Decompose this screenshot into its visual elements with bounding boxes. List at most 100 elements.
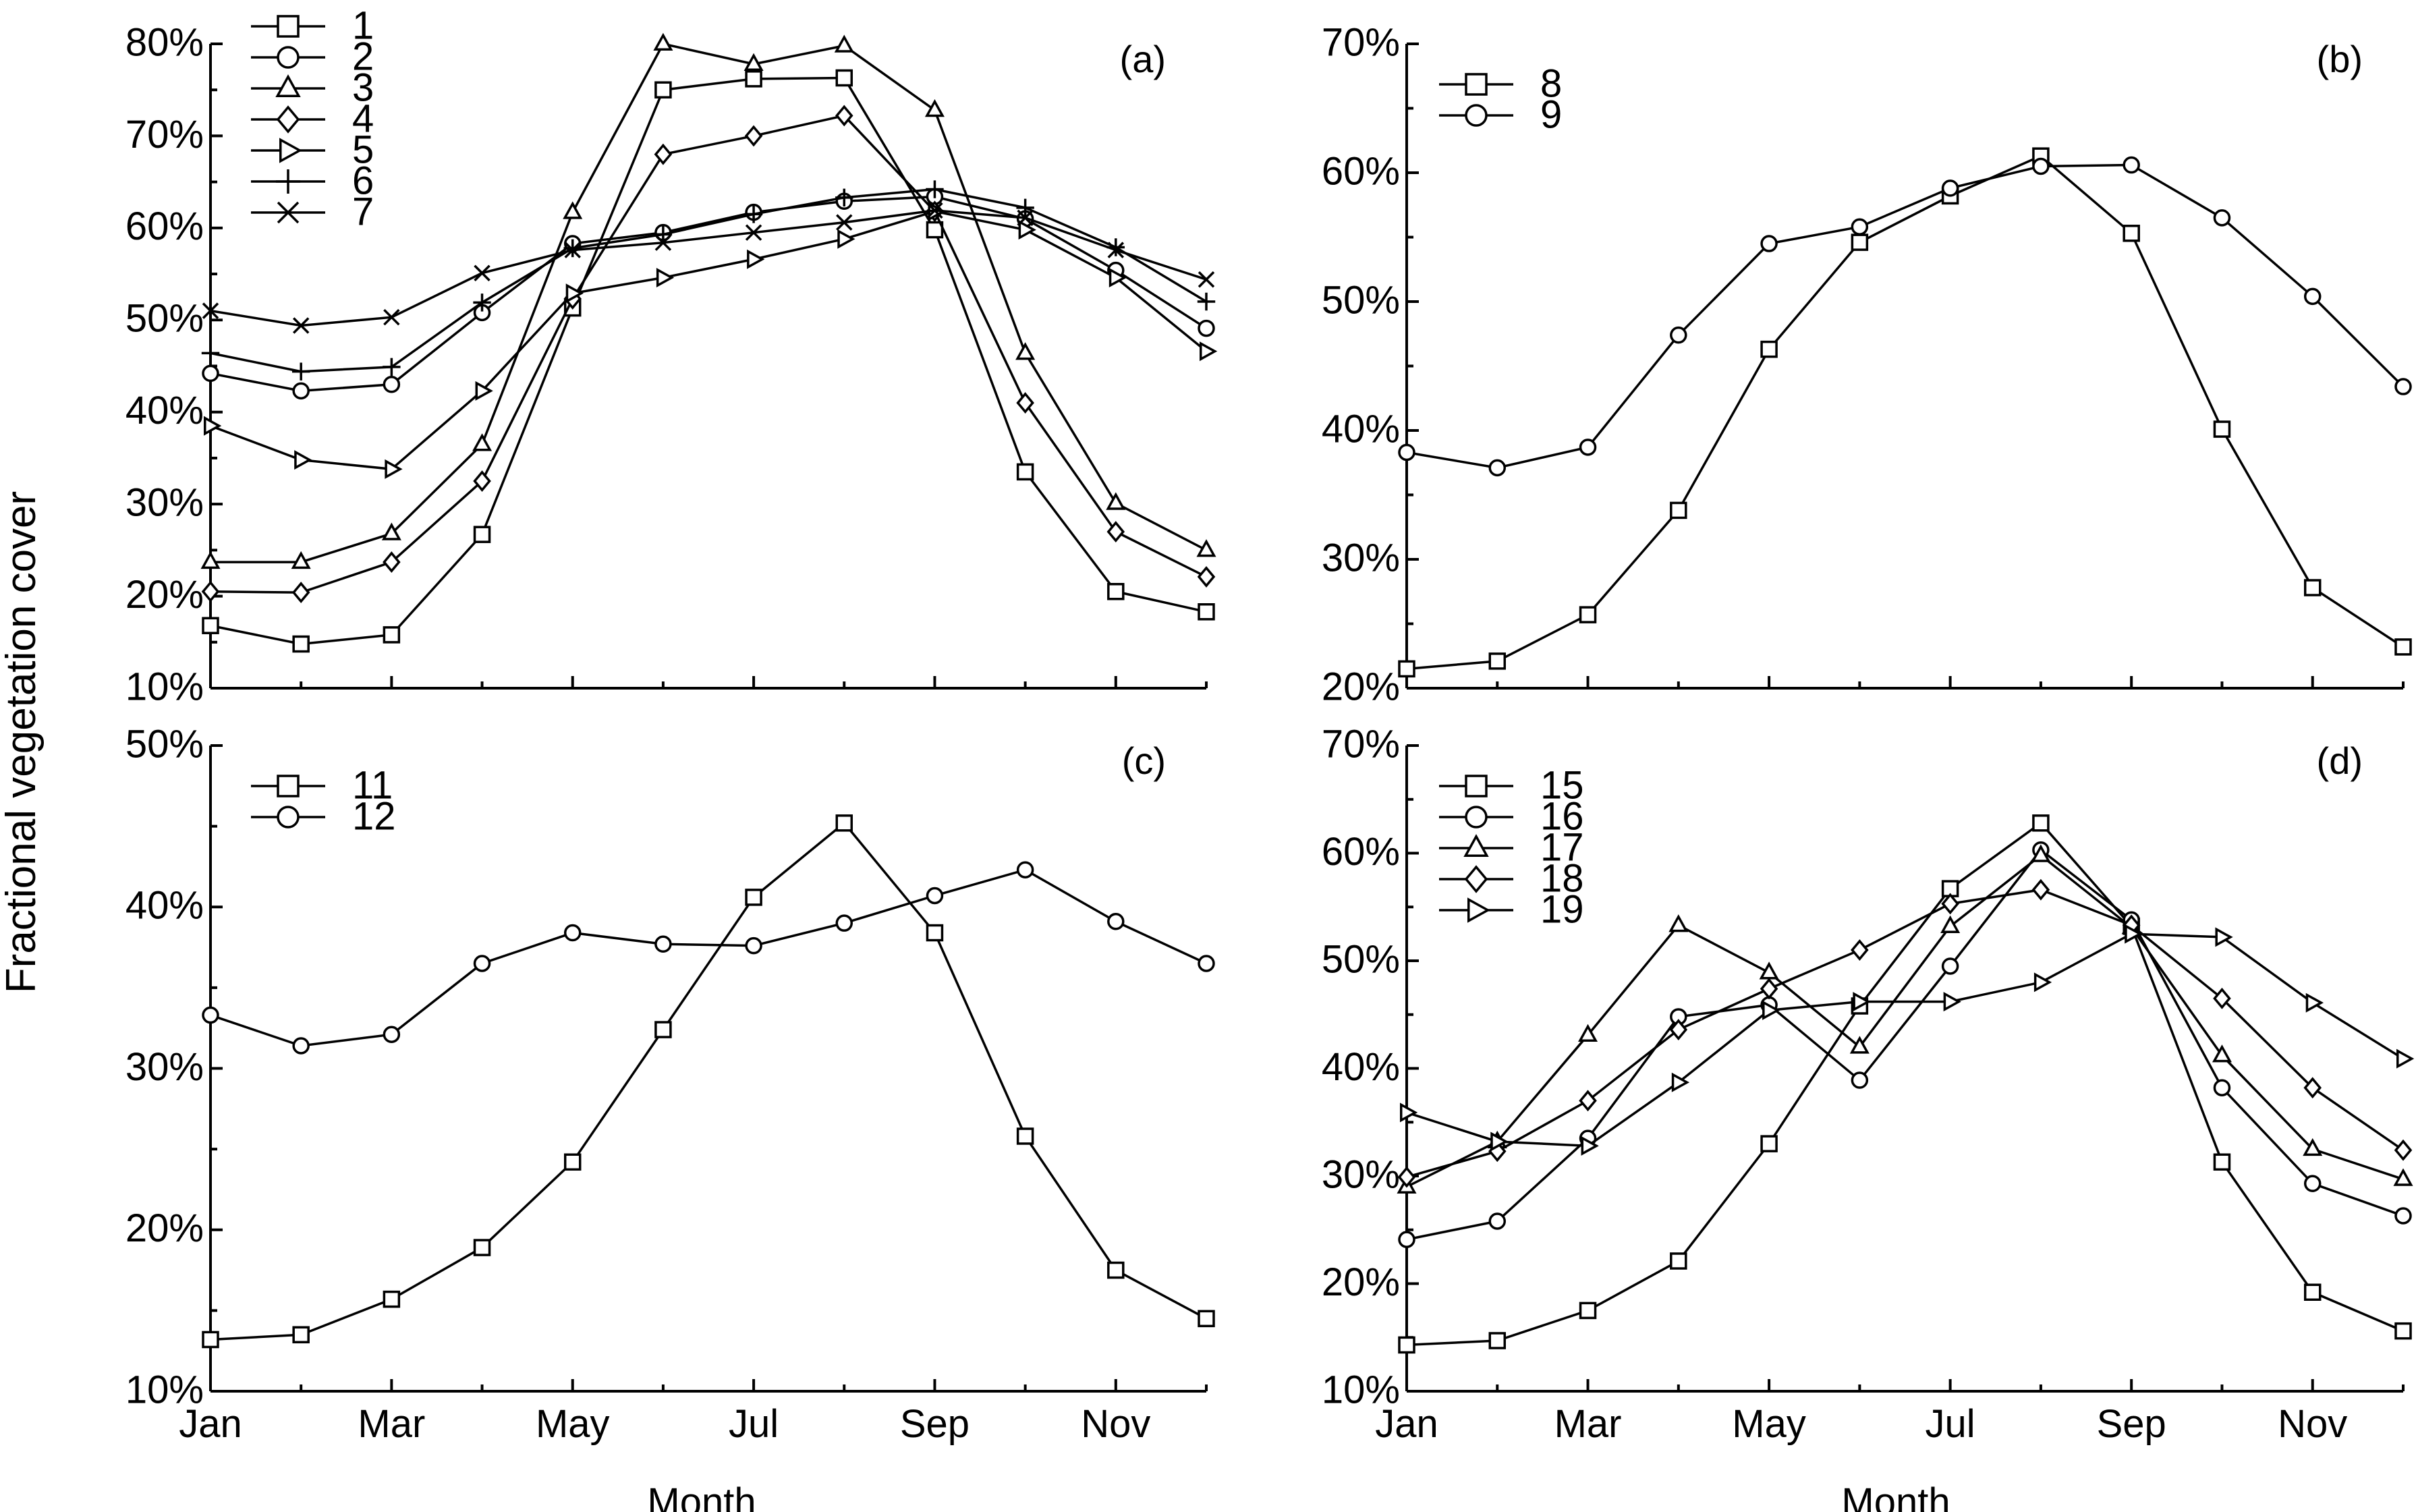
data-point: [1941, 893, 1959, 915]
data-point: [926, 180, 944, 198]
series-1: [202, 69, 1215, 653]
x-tick-label: Mar: [1554, 1402, 1622, 1446]
series-line: [210, 76, 1207, 646]
data-point: [837, 229, 855, 249]
data-point: [1670, 1252, 1687, 1270]
data-point: [836, 214, 853, 231]
x-tick-label: Sep: [900, 1402, 970, 1446]
data-point: [2303, 1077, 2322, 1099]
data-point: [2213, 1079, 2231, 1096]
legend-label: 7: [352, 190, 374, 233]
data-point: [202, 1331, 219, 1349]
data-point: [1579, 439, 1597, 456]
data-point: [202, 617, 219, 634]
data-point: [381, 522, 401, 540]
legend-label: 8: [1540, 61, 1562, 105]
legend-label: 6: [352, 159, 374, 202]
data-point: [1670, 501, 1687, 520]
data-point: [383, 626, 401, 644]
y-tick-label: 20%: [125, 1206, 204, 1250]
data-point: [926, 887, 944, 905]
legend-label: 1: [352, 3, 374, 47]
data-point: [2031, 844, 2051, 862]
legend-label: 3: [352, 65, 374, 109]
data-point: [565, 283, 584, 304]
legend-entry-16: 16: [1439, 794, 1584, 838]
data-point: [1851, 233, 1869, 251]
data-point: [1488, 1332, 1507, 1349]
series-line: [210, 43, 1207, 563]
legend-entry-1: 1: [251, 3, 374, 47]
data-point: [2394, 1322, 2412, 1340]
data-point: [563, 1153, 582, 1171]
data-point: [926, 924, 944, 942]
series-11: [202, 814, 1215, 1349]
data-point: [2213, 420, 2231, 438]
data-point: [1106, 492, 1126, 510]
panel-label: (a): [1120, 38, 1166, 80]
data-point: [1016, 198, 1034, 217]
data-point: [473, 1239, 491, 1256]
data-point: [1760, 340, 1778, 358]
series-9: [1398, 156, 2412, 477]
x-tick-label: Jan: [179, 1402, 242, 1446]
y-tick-label: 70%: [125, 113, 204, 157]
y-tick-label: 70%: [1322, 20, 1400, 64]
x-tick-label: Sep: [2097, 1402, 2166, 1446]
series-line: [210, 209, 1207, 327]
legend-entry-19: 19: [1439, 887, 1584, 931]
data-point: [654, 234, 672, 251]
data-point: [202, 1006, 219, 1024]
x-tick-label: Jan: [1375, 1402, 1438, 1446]
legend-entry-18: 18: [1439, 856, 1584, 900]
data-point: [2212, 1044, 2232, 1063]
legend-label: 5: [352, 128, 374, 171]
series-12: [202, 861, 1215, 1055]
series-19: [1400, 924, 2415, 1156]
legend-entry-17: 17: [1439, 825, 1584, 869]
series-3: [200, 32, 1216, 569]
data-point: [473, 526, 491, 543]
data-point: [473, 293, 491, 312]
data-point: [1853, 992, 1871, 1012]
data-point: [1016, 463, 1034, 481]
y-tick-label: 60%: [1322, 830, 1400, 874]
data-point: [835, 105, 853, 127]
series-line: [1406, 821, 2404, 1347]
data-point: [924, 99, 945, 117]
data-point: [1851, 218, 1869, 235]
x-axis-label-right: Month: [1841, 1480, 1950, 1512]
data-point: [2032, 814, 2050, 832]
legend-entry-3: 3: [251, 65, 374, 109]
legend-label: 9: [1540, 92, 1562, 136]
legend: 89: [1439, 61, 1562, 136]
data-point: [1849, 1036, 1870, 1054]
data-point: [654, 935, 672, 953]
data-point: [1107, 583, 1125, 600]
data-point: [474, 264, 490, 281]
legend-marker: [277, 806, 300, 829]
legend-marker: [279, 138, 302, 163]
data-point: [1198, 955, 1215, 972]
data-point: [2303, 1138, 2323, 1156]
series-5: [204, 201, 1218, 479]
data-point: [1400, 1102, 1418, 1123]
y-tick-label: 30%: [1322, 536, 1400, 580]
data-point: [564, 242, 581, 258]
data-point: [1943, 992, 1961, 1012]
data-point: [292, 635, 310, 653]
data-point: [383, 358, 401, 376]
data-point: [1941, 179, 1959, 197]
data-point: [1940, 915, 1961, 933]
data-point: [291, 551, 311, 569]
data-point: [1015, 342, 1036, 360]
legend-entry-9: 9: [1439, 92, 1562, 136]
x-tick-label: Nov: [1081, 1402, 1150, 1446]
data-point: [1579, 1301, 1597, 1320]
data-point: [1490, 1131, 1509, 1152]
legend-label: 19: [1540, 887, 1584, 931]
y-tick-label: 10%: [125, 665, 204, 708]
